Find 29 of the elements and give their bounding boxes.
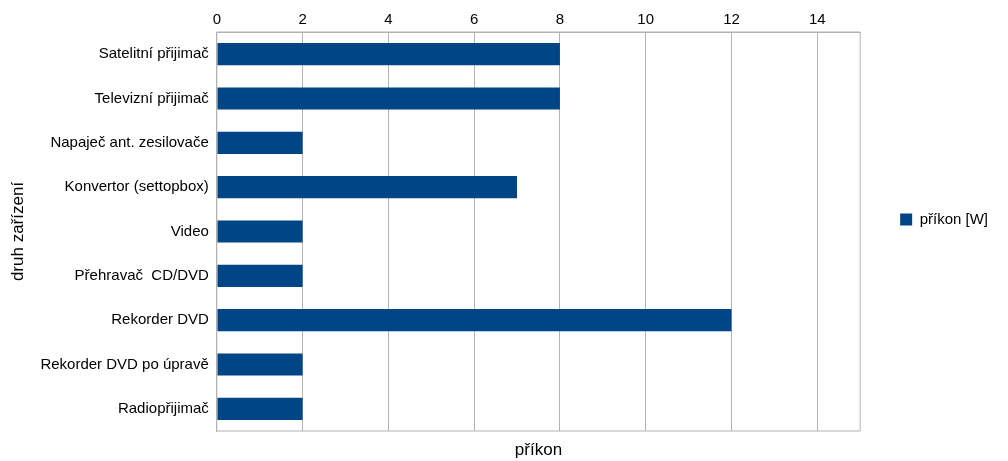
bar bbox=[217, 220, 303, 243]
bar bbox=[217, 264, 303, 287]
bar bbox=[217, 309, 732, 332]
y-tick-label: Radiopřijimač bbox=[117, 398, 210, 416]
x-tick-label: 2 bbox=[298, 10, 307, 28]
bar bbox=[217, 43, 560, 66]
y-tick-label: Rekorder DVD po úpravě bbox=[40, 354, 209, 372]
x-tick-label: 14 bbox=[808, 10, 826, 28]
x-tick-label: 8 bbox=[555, 10, 565, 28]
y-tick-label: Přehravač CD/DVD bbox=[74, 265, 209, 283]
y-tick-label: Napaječ ant. zesilovače bbox=[50, 132, 209, 150]
y-tick-label: Konvertor (settopbox) bbox=[64, 177, 209, 195]
bar bbox=[217, 397, 303, 420]
y-tick-label: Satelitní přijimač bbox=[98, 44, 210, 62]
x-tick-label: 6 bbox=[469, 10, 479, 28]
bar bbox=[217, 353, 303, 376]
y-tick-label: Rekorder DVD bbox=[111, 310, 209, 328]
y-tick-label: Video bbox=[170, 221, 209, 239]
bar bbox=[217, 176, 518, 199]
y-tick-label: Televizní přijimač bbox=[94, 88, 210, 106]
y-axis-title: druh zařízení bbox=[7, 181, 27, 282]
x-tick-label: 12 bbox=[723, 10, 740, 28]
bar bbox=[217, 87, 560, 110]
legend-label: příkon [W] bbox=[919, 209, 989, 227]
bar bbox=[217, 131, 303, 154]
x-tick-label: 4 bbox=[384, 10, 393, 28]
x-tick-label: 0 bbox=[212, 10, 221, 28]
x-axis-title: příkon bbox=[514, 440, 563, 460]
x-tick-label: 10 bbox=[637, 10, 655, 28]
